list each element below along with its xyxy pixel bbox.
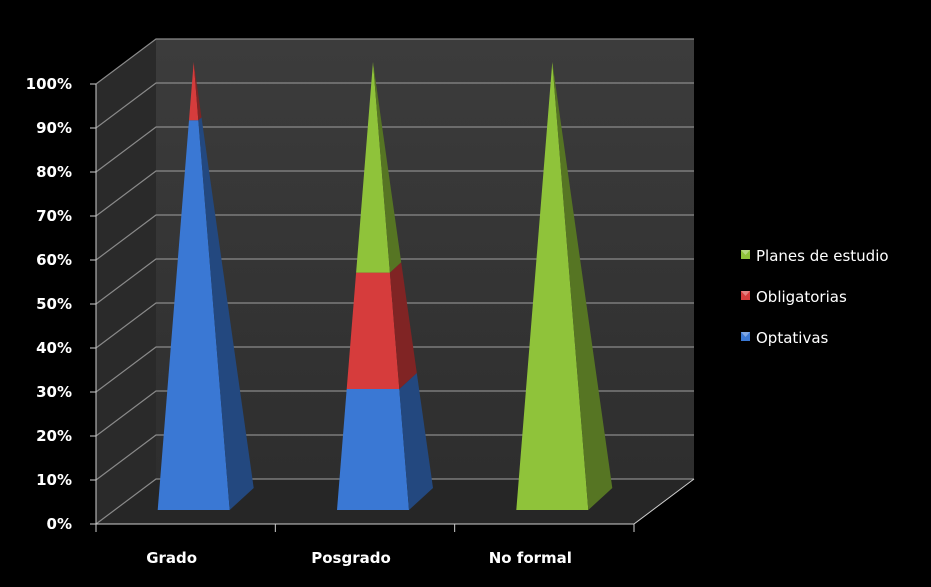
gridline xyxy=(95,390,694,437)
x-category-label: Posgrado xyxy=(311,549,391,567)
bar-segment-side xyxy=(373,62,402,273)
y-tick-label: 40% xyxy=(36,339,72,357)
bar-segment-planes-de-estudio xyxy=(516,62,589,510)
legend-swatch-highlight xyxy=(741,291,750,296)
legend-item: Optativas xyxy=(741,329,829,347)
y-tick-label: 60% xyxy=(36,251,72,269)
floor-edge xyxy=(633,478,695,525)
legend-label: Optativas xyxy=(756,329,829,347)
chart-legend: Planes de estudio Obligatorias Optativas xyxy=(741,247,889,347)
gridline xyxy=(95,478,694,525)
y-tick-label: 0% xyxy=(47,515,72,533)
chart-bars xyxy=(157,62,613,511)
y-tick-label: 20% xyxy=(36,427,72,445)
bar-segment-side xyxy=(399,373,433,510)
y-axis-ticks: 0% 10% 20% 30% 40% 50% 60% 70% 80% 90% 100% xyxy=(26,75,695,533)
bar-segment-planes-de-estudio xyxy=(356,62,390,273)
bar-segment-side xyxy=(552,62,613,510)
legend-item: Planes de estudio xyxy=(741,247,889,265)
bar-segment-side xyxy=(193,62,202,121)
legend-item: Obligatorias xyxy=(741,288,847,306)
pyramid-no-formal xyxy=(516,62,613,510)
gridline xyxy=(95,126,694,173)
chart-gridlines xyxy=(95,38,694,525)
gridline xyxy=(95,434,694,481)
gridline xyxy=(95,346,694,393)
bar-segment-optativas xyxy=(337,389,409,510)
pyramid-posgrado xyxy=(337,62,433,510)
y-tick-label: 70% xyxy=(36,207,72,225)
x-category-label: No formal xyxy=(489,549,572,567)
legend-label: Planes de estudio xyxy=(756,247,889,265)
x-axis-categories: Grado Posgrado No formal xyxy=(95,524,635,567)
y-tick-label: 100% xyxy=(26,75,72,93)
gridline xyxy=(95,38,694,85)
bar-segment-obligatorias xyxy=(189,62,199,121)
y-tick-label: 50% xyxy=(36,295,72,313)
y-tick-label: 30% xyxy=(36,383,72,401)
bar-segment-obligatorias xyxy=(346,272,400,389)
y-tick-label: 10% xyxy=(36,471,72,489)
gridline xyxy=(95,82,694,129)
pyramid-grado xyxy=(157,62,254,511)
gridline xyxy=(95,170,694,217)
gridline xyxy=(95,214,694,261)
gridline xyxy=(95,302,694,349)
y-tick-label: 90% xyxy=(36,119,72,137)
legend-label: Obligatorias xyxy=(756,288,847,306)
bar-segment-optativas xyxy=(157,120,230,510)
legend-swatch-highlight xyxy=(741,250,750,255)
y-tick-label: 80% xyxy=(36,163,72,181)
x-category-label: Grado xyxy=(146,549,197,567)
bar-segment-side xyxy=(389,262,417,389)
gridline xyxy=(95,258,694,305)
legend-swatch-highlight xyxy=(741,332,750,337)
bar-segment-side xyxy=(198,117,254,511)
